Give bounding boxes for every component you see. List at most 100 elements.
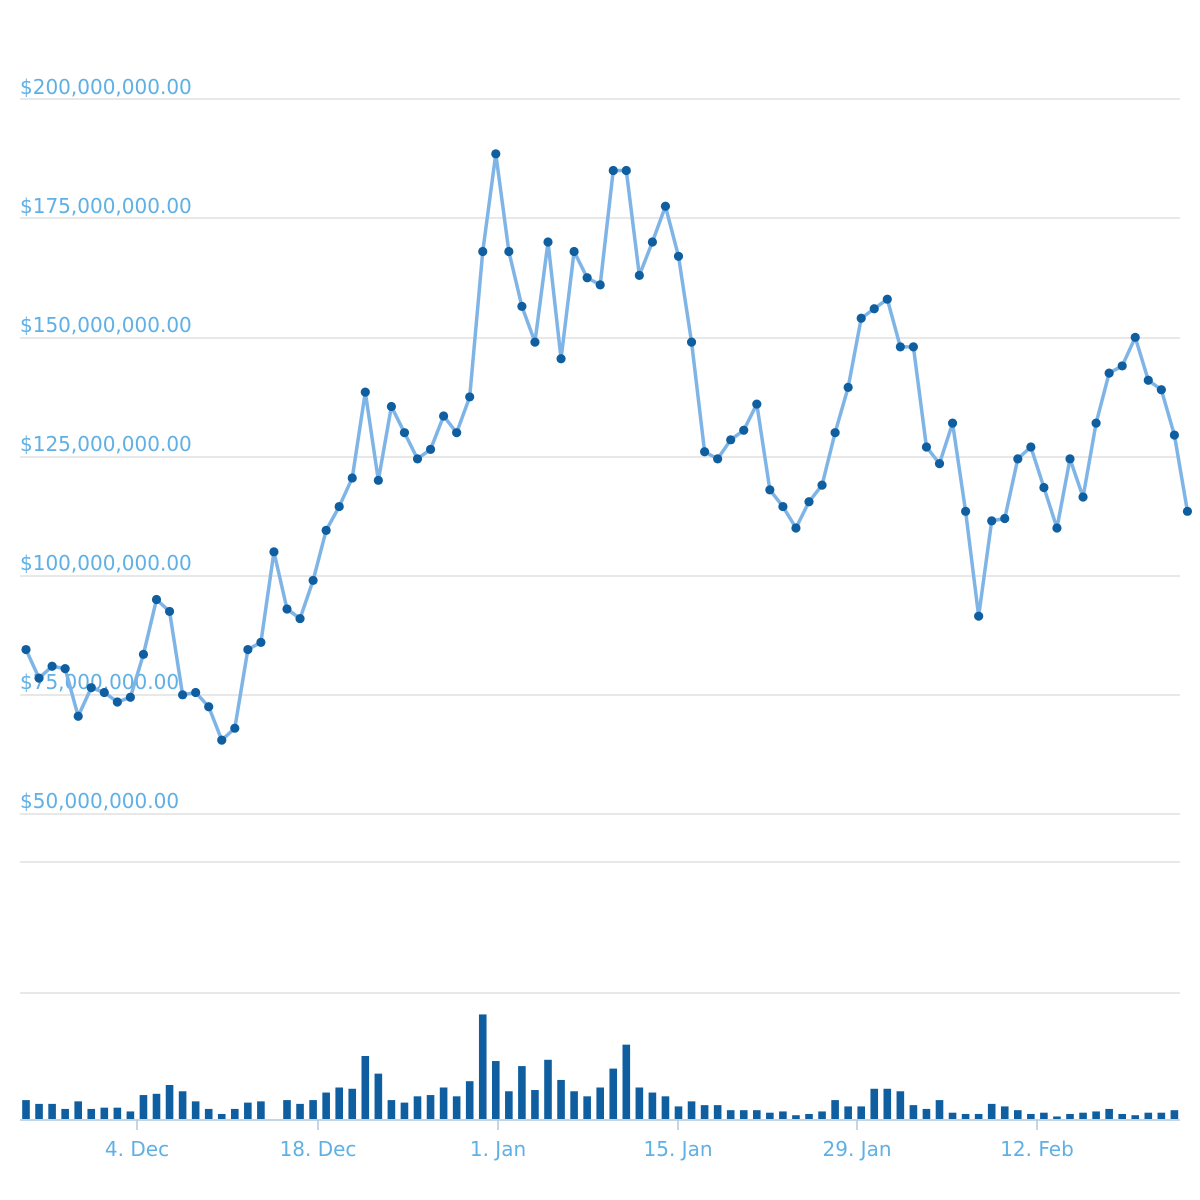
price-point-24[interactable] <box>334 501 344 512</box>
price-point-85[interactable] <box>1130 332 1140 342</box>
price-point-5[interactable] <box>86 683 96 693</box>
price-point-64[interactable] <box>856 313 866 323</box>
price-point-76[interactable] <box>1013 454 1023 464</box>
price-point-31[interactable] <box>425 444 436 454</box>
price-point-81[interactable] <box>1078 492 1088 502</box>
price-point-58[interactable] <box>778 501 788 512</box>
price-point-0[interactable] <box>21 644 31 655</box>
price-point-27[interactable] <box>373 475 383 485</box>
price-point-54[interactable] <box>726 435 736 445</box>
price-point-9[interactable] <box>138 649 149 659</box>
price-point-59[interactable] <box>791 523 801 533</box>
price-point-13[interactable] <box>191 687 201 698</box>
price-point-23[interactable] <box>321 525 331 535</box>
price-point-79[interactable] <box>1052 523 1062 533</box>
price-point-43[interactable] <box>582 273 592 283</box>
price-point-46[interactable] <box>621 165 631 176</box>
volume-bar-79 <box>1053 1116 1061 1119</box>
price-point-6[interactable] <box>99 687 109 698</box>
price-point-17[interactable] <box>243 644 253 655</box>
price-point-37[interactable] <box>504 246 514 257</box>
price-point-11[interactable] <box>164 606 175 617</box>
price-point-15[interactable] <box>217 735 227 745</box>
volume-bar-23 <box>322 1092 330 1119</box>
price-point-38[interactable] <box>517 301 527 311</box>
price-point-69[interactable] <box>921 442 932 452</box>
price-point-25[interactable] <box>347 473 357 483</box>
volume-bar-4 <box>74 1101 82 1119</box>
price-point-21[interactable] <box>295 613 305 624</box>
price-point-2[interactable] <box>47 661 57 671</box>
price-point-29[interactable] <box>399 428 410 438</box>
price-point-77[interactable] <box>1026 442 1036 452</box>
price-point-44[interactable] <box>595 280 605 290</box>
volume-bar-74 <box>987 1103 996 1119</box>
price-point-52[interactable] <box>700 447 710 457</box>
price-point-34[interactable] <box>465 392 475 402</box>
price-point-66[interactable] <box>882 294 892 304</box>
price-point-63[interactable] <box>843 382 853 392</box>
price-point-36[interactable] <box>491 149 501 159</box>
price-point-42[interactable] <box>569 246 579 257</box>
price-point-61[interactable] <box>817 480 827 490</box>
price-point-3[interactable] <box>60 664 70 674</box>
price-point-30[interactable] <box>412 454 423 464</box>
volume-bar-67 <box>896 1091 905 1119</box>
price-point-82[interactable] <box>1091 418 1101 428</box>
price-point-88[interactable] <box>1169 430 1179 440</box>
price-point-7[interactable] <box>112 697 122 707</box>
price-point-83[interactable] <box>1104 368 1114 378</box>
price-point-53[interactable] <box>713 454 723 464</box>
volume-bar-68 <box>909 1105 918 1119</box>
price-point-19[interactable] <box>269 547 279 557</box>
price-point-55[interactable] <box>739 425 749 435</box>
price-point-87[interactable] <box>1156 385 1166 395</box>
price-point-1[interactable] <box>34 673 44 683</box>
price-point-40[interactable] <box>543 237 553 247</box>
price-point-8[interactable] <box>125 692 135 702</box>
price-point-67[interactable] <box>895 342 905 352</box>
price-point-26[interactable] <box>360 387 370 397</box>
price-point-50[interactable] <box>673 251 684 261</box>
price-point-49[interactable] <box>660 201 671 211</box>
price-point-41[interactable] <box>556 354 566 364</box>
volume-bar-30 <box>413 1096 422 1119</box>
price-point-57[interactable] <box>765 485 775 495</box>
price-point-16[interactable] <box>230 723 240 733</box>
price-point-56[interactable] <box>752 399 762 409</box>
price-point-33[interactable] <box>452 428 462 438</box>
price-point-86[interactable] <box>1143 375 1153 385</box>
volume-bar-73 <box>974 1113 983 1119</box>
price-point-71[interactable] <box>947 418 958 428</box>
price-point-22[interactable] <box>308 575 318 586</box>
price-point-74[interactable] <box>987 516 997 526</box>
price-point-48[interactable] <box>647 237 658 247</box>
price-point-84[interactable] <box>1117 361 1127 371</box>
price-point-4[interactable] <box>73 711 83 721</box>
price-point-14[interactable] <box>204 702 214 712</box>
price-point-75[interactable] <box>1000 513 1010 524</box>
price-point-28[interactable] <box>386 401 396 412</box>
price-point-70[interactable] <box>934 459 945 469</box>
price-point-73[interactable] <box>974 611 984 621</box>
price-point-18[interactable] <box>256 637 266 648</box>
price-point-51[interactable] <box>686 337 697 347</box>
price-point-60[interactable] <box>804 497 814 507</box>
price-point-62[interactable] <box>830 428 840 438</box>
price-point-80[interactable] <box>1065 454 1075 464</box>
price-point-45[interactable] <box>608 165 618 176</box>
price-point-72[interactable] <box>961 506 971 516</box>
price-point-32[interactable] <box>439 411 449 421</box>
price-point-39[interactable] <box>530 337 540 347</box>
price-point-20[interactable] <box>282 604 292 614</box>
price-point-10[interactable] <box>151 594 162 605</box>
volume-bar-36 <box>492 1061 500 1119</box>
price-point-89[interactable] <box>1182 506 1193 516</box>
price-point-68[interactable] <box>908 342 919 352</box>
price-point-65[interactable] <box>869 304 879 314</box>
price-point-35[interactable] <box>478 246 488 257</box>
price-point-12[interactable] <box>178 690 188 700</box>
volume-bar-59 <box>792 1115 800 1119</box>
price-point-78[interactable] <box>1039 482 1049 493</box>
price-point-47[interactable] <box>634 270 644 280</box>
